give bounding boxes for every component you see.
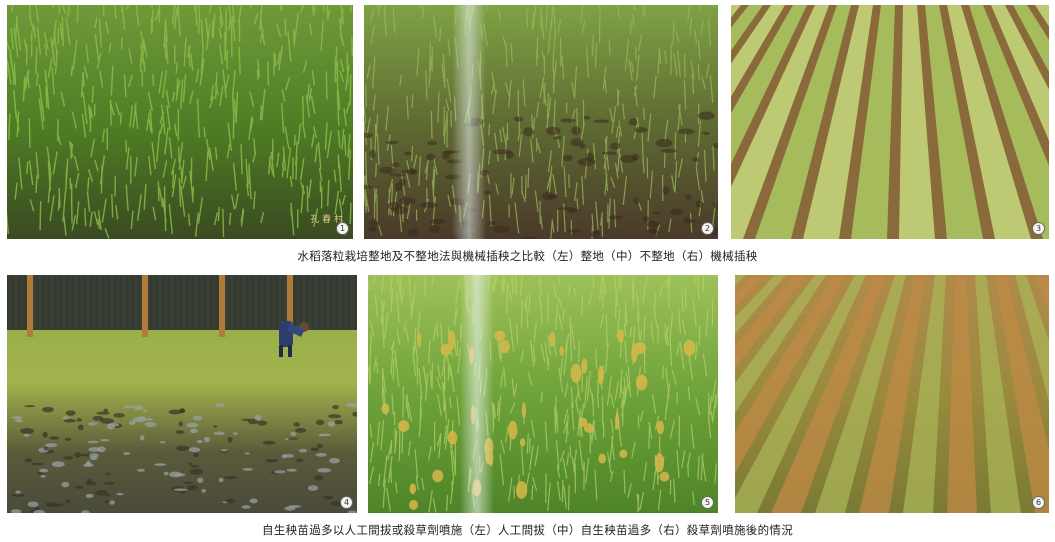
panel-number-badge: 5: [701, 496, 714, 509]
photo-panel-6: 6: [735, 275, 1049, 513]
herbicide-sprayed-image: [735, 275, 1049, 513]
rice-seedlings-image: [7, 5, 353, 239]
transplanted-rows-image: [731, 5, 1049, 239]
hand-weeding-image: [7, 275, 357, 513]
panel-number-badge: 4: [340, 496, 353, 509]
panel-number-badge: 1: [336, 222, 349, 235]
green-paddy-image: [368, 275, 718, 513]
photo-panel-3: 3: [731, 5, 1049, 239]
panel-number-badge: 2: [701, 222, 714, 235]
panel-number-badge: 3: [1032, 222, 1045, 235]
photo-panel-4: 4: [7, 275, 357, 513]
photo-panel-1: 孔 春 村 1: [7, 5, 353, 239]
photo-panel-2: 2: [364, 5, 718, 239]
watermark-signature: 孔 春 村: [310, 215, 343, 225]
sparse-seedlings-image: [364, 5, 718, 239]
caption-top: 水稻落粒栽培整地及不整地法與機械插秧之比較（左）整地（中）不整地（右）機械插秧: [297, 249, 758, 263]
caption-bottom: 自生秧苗過多以人工間拔或殺草劑噴施（左）人工間拔（中）自生秧苗過多（右）殺草劑噴…: [262, 523, 793, 537]
panel-number-badge: 6: [1032, 496, 1045, 509]
worker-figure: [279, 321, 309, 357]
photo-panel-5: 5: [368, 275, 718, 513]
